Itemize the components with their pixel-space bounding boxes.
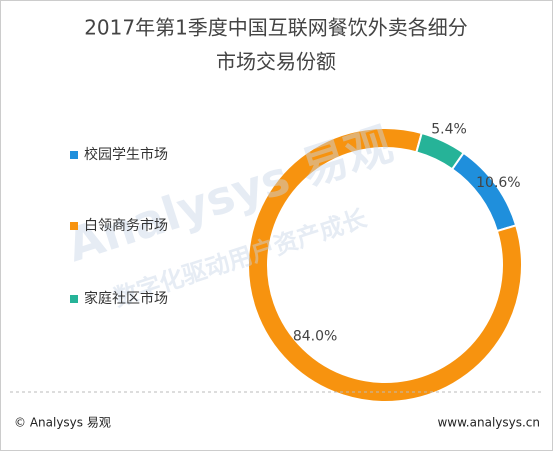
data-label: 5.4% (431, 121, 467, 137)
donut-slice (247, 127, 523, 403)
legend-swatch (70, 295, 78, 303)
legend-label: 校园学生市场 (84, 146, 168, 163)
footer-right: www.analysys.cn (437, 416, 540, 430)
donut (247, 127, 523, 403)
footer-left: © Analysys 易观 (14, 416, 111, 430)
legend-label: 家庭社区市场 (84, 290, 168, 307)
data-label: 84.0% (293, 328, 337, 344)
donut-slice (415, 131, 465, 171)
legend-label: 白领商务市场 (84, 217, 168, 234)
data-label: 10.6% (476, 175, 520, 191)
legend-swatch (70, 151, 78, 159)
chart-title: 市场交易份额 (216, 50, 336, 74)
legend-swatch (70, 222, 78, 230)
chart-title: 2017年第1季度中国互联网餐饮外卖各细分 (84, 16, 468, 40)
